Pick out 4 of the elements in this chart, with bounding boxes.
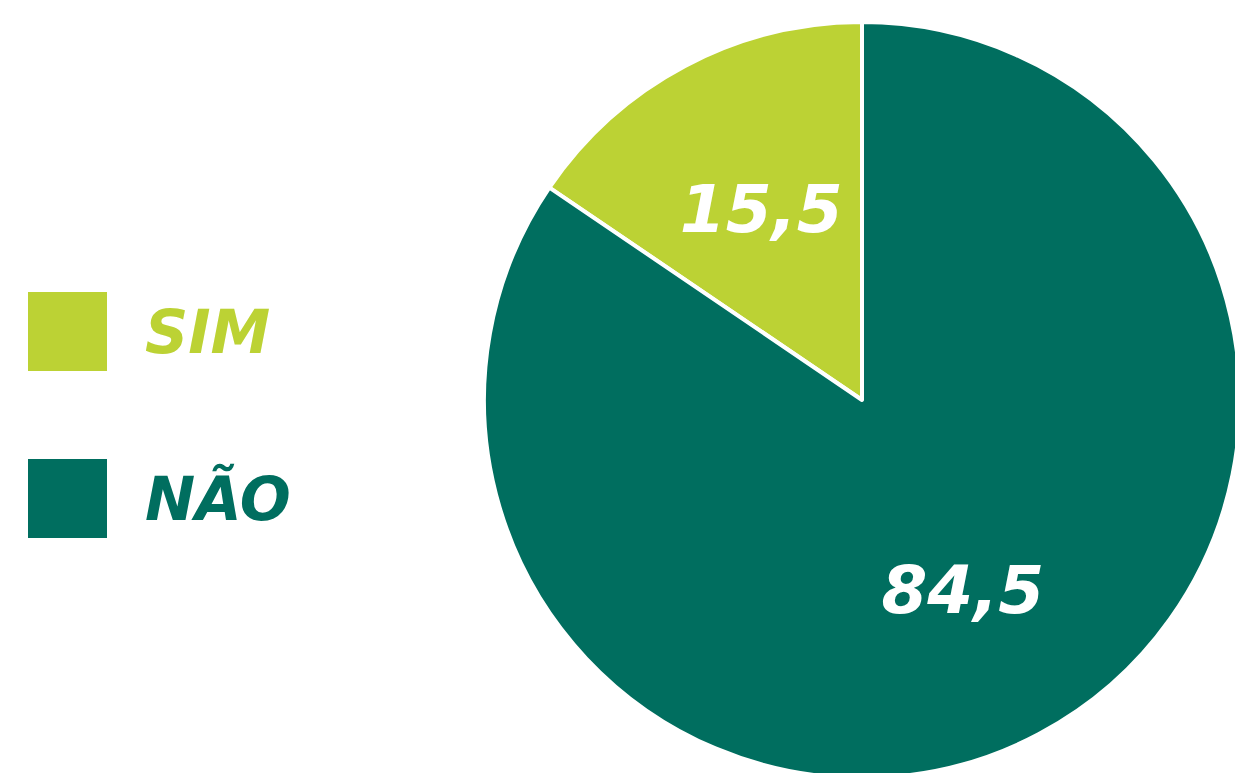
data-label: 84,5 bbox=[881, 551, 1045, 629]
legend-label: SIM bbox=[145, 297, 271, 367]
legend-label: NÃO bbox=[145, 463, 291, 534]
data-label: 15,5 bbox=[679, 171, 843, 249]
